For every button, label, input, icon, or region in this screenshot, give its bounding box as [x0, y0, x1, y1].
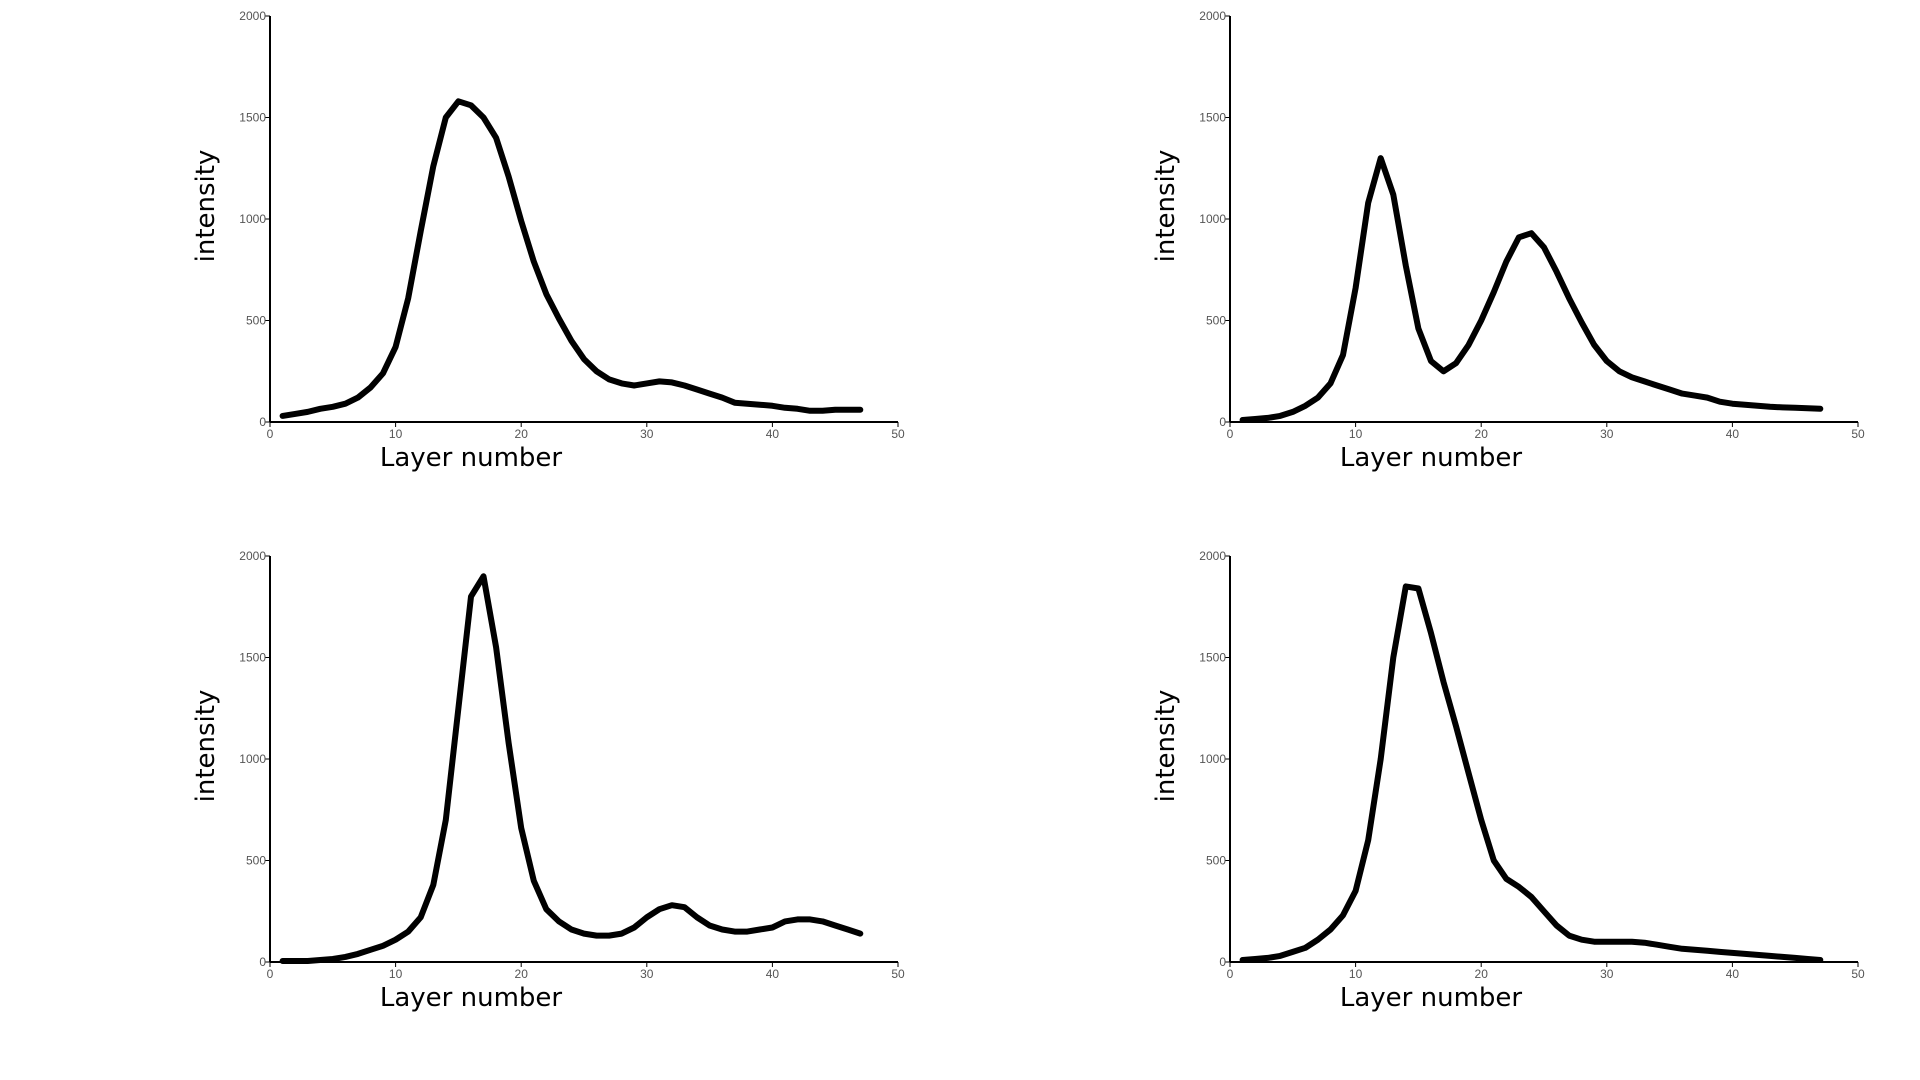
y-tick-label: 1500 [239, 651, 266, 665]
y-tick-label: 0 [1219, 955, 1226, 969]
x-tick-label: 20 [515, 427, 529, 441]
line-chart-4: 0 500 1000 1500 2000 0 10 20 30 40 50 Layer number i… [1151, 549, 1865, 1013]
chart-panel-1: 0 500 1000 1500 2000 0 10 20 30 40 50 Layer number i… [0, 0, 960, 540]
x-tick-label: 20 [1475, 967, 1489, 981]
x-tick-label: 40 [1726, 427, 1740, 441]
y-tick-label: 2000 [1199, 9, 1226, 23]
x-axis-title: Layer number [380, 443, 563, 473]
y-tick-label: 1500 [239, 111, 266, 125]
y-tick-label: 500 [246, 854, 266, 868]
x-tick-label: 20 [515, 967, 529, 981]
line-chart-2: 0 500 1000 1500 2000 0 10 20 30 40 50 Layer number i… [1151, 9, 1865, 473]
y-tick-label: 500 [1206, 314, 1226, 328]
y-tick-label: 2000 [239, 9, 266, 23]
x-axis-title: Layer number [380, 983, 563, 1013]
y-tick-label: 0 [259, 955, 266, 969]
y-tick-label: 500 [246, 314, 266, 328]
x-tick-label: 30 [1600, 427, 1614, 441]
y-tick-label: 1000 [1199, 752, 1226, 766]
chart-panel-2: 0 500 1000 1500 2000 0 10 20 30 40 50 Layer number i… [960, 0, 1920, 540]
y-tick-label: 1000 [239, 212, 266, 226]
x-tick-label: 40 [766, 967, 780, 981]
x-tick-label: 20 [1475, 427, 1489, 441]
series-line [1239, 155, 1824, 423]
x-tick-label: 40 [766, 427, 780, 441]
y-tick-label: 1000 [239, 752, 266, 766]
x-tick-label: 50 [891, 967, 905, 981]
y-axis-title: intensity [191, 150, 221, 263]
y-tick-label: 0 [1219, 415, 1226, 429]
x-tick-label: 30 [1600, 967, 1614, 981]
y-tick-label: 2000 [1199, 549, 1226, 563]
x-tick-label: 10 [389, 427, 403, 441]
x-tick-label: 30 [640, 967, 654, 981]
x-tick-label: 50 [1851, 967, 1865, 981]
series-line [1239, 583, 1824, 963]
y-axis-title: intensity [1151, 690, 1181, 803]
y-tick-label: 2000 [239, 549, 266, 563]
y-tick-label: 0 [259, 415, 266, 429]
x-tick-label: 0 [1227, 427, 1234, 441]
line-chart-3: 0 500 1000 1500 2000 0 10 20 30 40 50 Layer number i… [191, 549, 905, 1013]
y-tick-label: 1500 [1199, 111, 1226, 125]
series-line [279, 98, 864, 419]
x-tick-label: 40 [1726, 967, 1740, 981]
x-axis-title: Layer number [1340, 983, 1523, 1013]
x-axis-title: Layer number [1340, 443, 1523, 473]
y-axis-title: intensity [191, 690, 221, 803]
chart-panel-3: 0 500 1000 1500 2000 0 10 20 30 40 50 Layer number i… [0, 540, 960, 1080]
x-tick-label: 10 [1349, 427, 1363, 441]
x-tick-label: 50 [891, 427, 905, 441]
y-tick-label: 1000 [1199, 212, 1226, 226]
x-tick-label: 0 [267, 427, 274, 441]
y-tick-label: 500 [1206, 854, 1226, 868]
x-tick-label: 0 [267, 967, 274, 981]
chart-panel-4: 0 500 1000 1500 2000 0 10 20 30 40 50 Layer number i… [960, 540, 1920, 1080]
y-axis-title: intensity [1151, 150, 1181, 263]
x-tick-label: 30 [640, 427, 654, 441]
line-chart-1: 0 500 1000 1500 2000 0 10 20 30 40 50 Layer number i… [191, 9, 905, 473]
series-line [279, 573, 864, 964]
x-tick-label: 10 [1349, 967, 1363, 981]
y-tick-label: 1500 [1199, 651, 1226, 665]
x-tick-label: 50 [1851, 427, 1865, 441]
x-tick-label: 10 [389, 967, 403, 981]
x-tick-label: 0 [1227, 967, 1234, 981]
